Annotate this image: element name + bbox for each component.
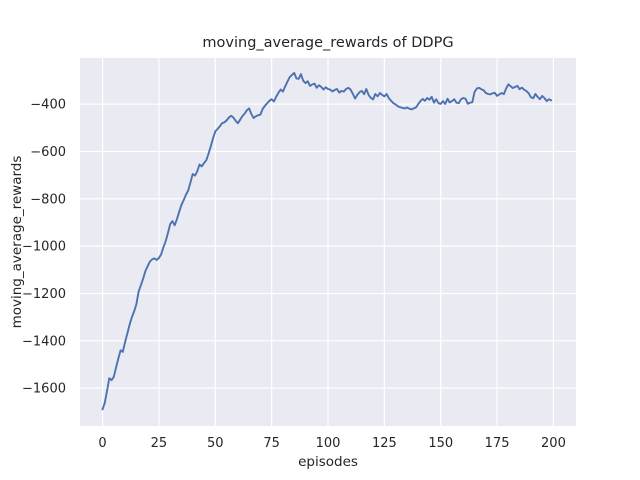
x-tick-label: 0 xyxy=(98,436,106,451)
y-axis-label: moving_average_rewards xyxy=(9,156,25,329)
series-group xyxy=(101,71,553,411)
gridlines xyxy=(80,58,576,426)
y-tick-label: −800 xyxy=(30,192,66,207)
x-tick-label: 200 xyxy=(541,436,566,451)
y-tick-label: −400 xyxy=(30,98,66,113)
x-axis-label: episodes xyxy=(298,454,358,470)
x-tick-label: 25 xyxy=(151,436,168,451)
y-tick-label: −600 xyxy=(30,145,66,160)
x-tick-label: 50 xyxy=(207,436,224,451)
x-tick-label: 175 xyxy=(485,436,510,451)
x-tick-label: 150 xyxy=(428,436,453,451)
series-line xyxy=(101,71,553,411)
chart-title: moving_average_rewards of DDPG xyxy=(202,35,453,51)
y-tick-label: −1400 xyxy=(22,334,66,349)
y-tick-label: −1000 xyxy=(22,240,66,255)
x-tick-label: 100 xyxy=(316,436,341,451)
y-tick-label: −1600 xyxy=(22,382,66,397)
tick-labels: 0 25 50 75 100 125 150 175 200 −400 −600 −800 −1000 −… xyxy=(22,98,566,451)
x-tick-label: 125 xyxy=(372,436,397,451)
x-tick-label: 75 xyxy=(263,436,280,451)
y-tick-label: −1200 xyxy=(22,287,66,302)
